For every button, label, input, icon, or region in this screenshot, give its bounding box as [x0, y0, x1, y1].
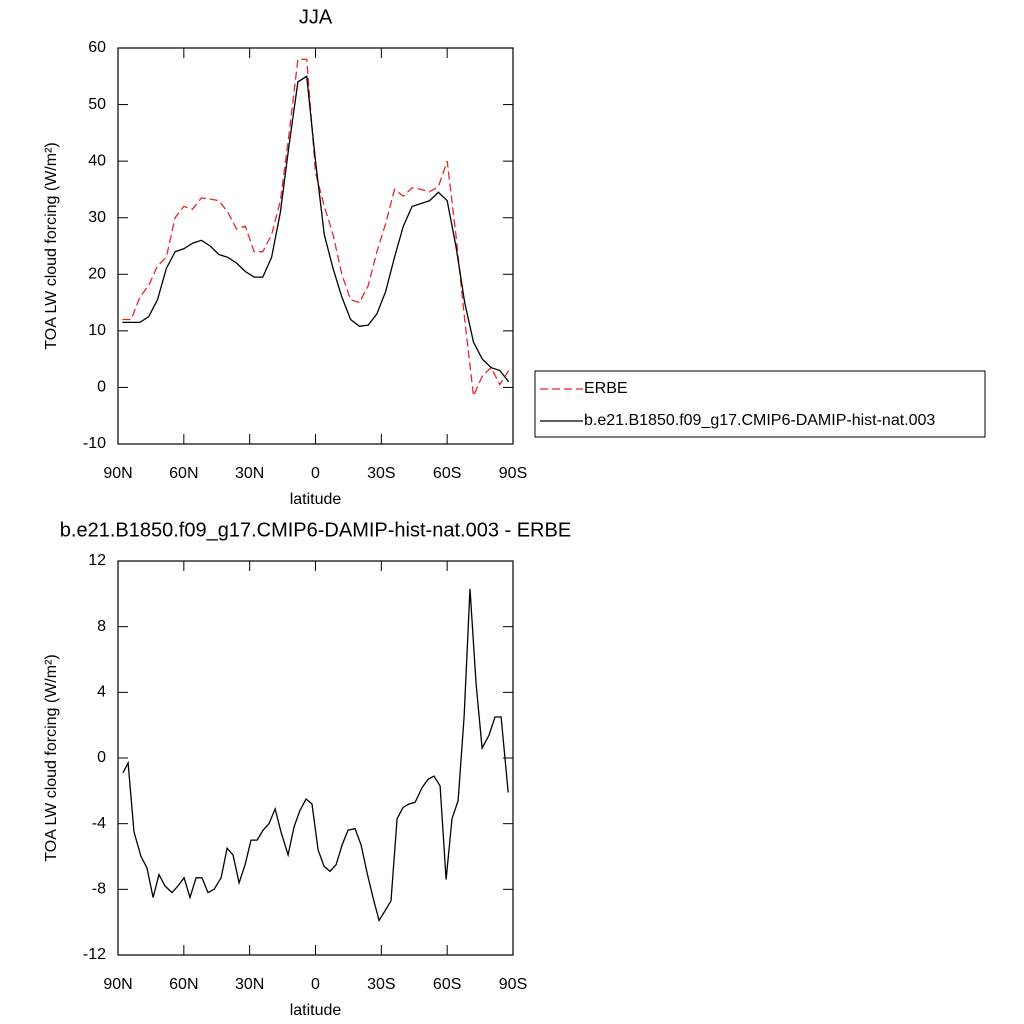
y-tick-label: 4: [97, 684, 106, 701]
x-tick-label: 90S: [499, 976, 527, 993]
y-tick-label: -4: [92, 815, 106, 832]
y-tick-label: 0: [97, 379, 106, 396]
x-axis-label: latitude: [290, 1002, 342, 1019]
data-line: [122, 588, 509, 923]
chart-title: b.e21.B1850.f09_g17.CMIP6-DAMIP-hist-nat…: [60, 519, 571, 541]
y-tick-label: -8: [92, 881, 106, 898]
x-tick-label: 60N: [169, 976, 198, 993]
x-tick-label: 30N: [235, 976, 264, 993]
y-tick-label: 10: [88, 322, 106, 339]
y-tick-label: 0: [97, 749, 106, 766]
x-axis-label: latitude: [290, 491, 342, 508]
y-tick-label: 40: [88, 152, 106, 169]
x-tick-label: 90N: [103, 465, 132, 482]
y-tick-label: 20: [88, 266, 106, 283]
y-axis-label: TOA LW cloud forcing (W/m²): [43, 654, 60, 861]
legend-label: b.e21.B1850.f09_g17.CMIP6-DAMIP-hist-nat…: [584, 412, 935, 429]
y-tick-label: 60: [88, 39, 106, 56]
x-tick-label: 60N: [169, 465, 198, 482]
x-tick-label: 90S: [499, 465, 527, 482]
x-tick-label: 60S: [433, 465, 461, 482]
y-tick-label: 30: [88, 209, 106, 226]
chart-title: JJA: [299, 6, 333, 28]
y-tick-label: -10: [83, 435, 106, 452]
x-tick-label: 30N: [235, 465, 264, 482]
data-line: [122, 58, 510, 399]
y-tick-label: 12: [88, 552, 106, 569]
y-tick-label: 8: [97, 618, 106, 635]
y-axis-label: TOA LW cloud forcing (W/m²): [43, 142, 60, 349]
x-tick-label: 30S: [367, 465, 395, 482]
plot-frame: [117, 47, 514, 445]
x-tick-label: 0: [311, 465, 320, 482]
y-tick-label: 50: [88, 96, 106, 113]
x-tick-label: 30S: [367, 976, 395, 993]
legend-box: [534, 370, 986, 438]
data-line: [122, 75, 510, 383]
legend: ERBE b.e21.B1850.f09_g17.CMIP6-DAMIP-hist…: [534, 370, 986, 438]
x-tick-label: 90N: [103, 976, 132, 993]
x-tick-label: 60S: [433, 976, 461, 993]
legend-label: ERBE: [584, 380, 628, 397]
plot-frame: [117, 560, 514, 956]
y-tick-label: -12: [83, 946, 106, 963]
x-tick-label: 0: [311, 976, 320, 993]
